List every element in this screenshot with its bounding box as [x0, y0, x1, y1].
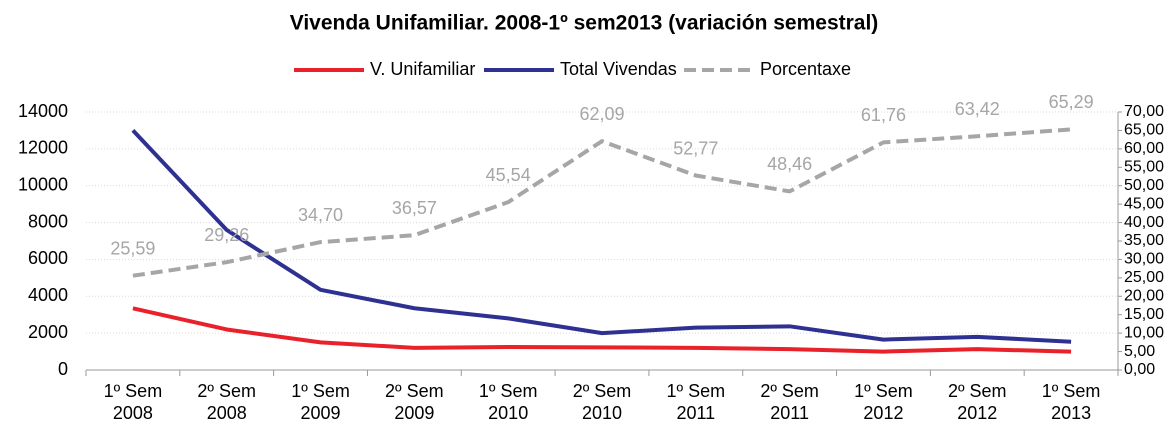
y2-tick-label: 50,00 — [1124, 177, 1164, 194]
x-tick-label: 1º Sem 2011 — [667, 381, 726, 423]
legend-label: Total Vivendas — [560, 59, 677, 79]
x-tick-label: 1º Sem 2009 — [291, 381, 350, 423]
series-line — [132, 127, 1072, 278]
data-label: 48,46 — [767, 154, 812, 174]
data-label: 61,76 — [861, 105, 906, 125]
y2-tick-label: 10,00 — [1124, 324, 1164, 341]
data-label: 45,54 — [486, 165, 531, 185]
series-line — [131, 129, 1072, 344]
y-tick-label: 8000 — [28, 211, 68, 231]
legend-label: V. Unifamiliar — [370, 59, 475, 79]
data-label: 34,70 — [298, 205, 343, 225]
y2-tick-label: 20,00 — [1124, 288, 1164, 305]
x-tick-label: 1º Sem 2008 — [104, 381, 163, 423]
y2-tick-label: 15,00 — [1124, 306, 1164, 323]
x-tick-label: 2º Sem 2008 — [197, 381, 256, 423]
y2-tick-label: 70,00 — [1124, 103, 1164, 120]
y-tick-label: 2000 — [28, 322, 68, 342]
x-tick-label: 2º Sem 2011 — [760, 381, 819, 423]
x-tick-label: 2º Sem 2012 — [948, 381, 1007, 423]
series-line — [132, 306, 1072, 354]
y2-tick-label: 45,00 — [1124, 195, 1164, 212]
chart-title: Vivenda Unifamiliar. 2008-1º sem2013 (va… — [290, 12, 879, 35]
y2-tick-label: 0,00 — [1124, 361, 1155, 378]
x-tick-label: 2º Sem 2010 — [573, 381, 632, 423]
y-tick-label: 10000 — [18, 174, 68, 194]
x-tick-label: 1º Sem 2012 — [854, 381, 913, 423]
y2-tick-label: 5,00 — [1124, 343, 1155, 360]
data-label: 36,57 — [392, 198, 437, 218]
y2-tick-label: 25,00 — [1124, 269, 1164, 286]
data-label: 62,09 — [579, 104, 624, 124]
x-tick-label: 2º Sem 2009 — [385, 381, 444, 423]
y2-tick-label: 40,00 — [1124, 214, 1164, 231]
y-tick-label: 12000 — [18, 138, 68, 158]
y-tick-label: 6000 — [28, 248, 68, 268]
x-tick-label: 1º Sem 2010 — [479, 381, 538, 423]
y-tick-label: 14000 — [18, 101, 68, 121]
y2-tick-label: 35,00 — [1124, 232, 1164, 249]
y-tick-label: 4000 — [28, 285, 68, 305]
y2-tick-label: 30,00 — [1124, 251, 1164, 268]
y-tick-label: 0 — [58, 359, 68, 379]
data-label: 29,26 — [204, 225, 249, 245]
data-label: 63,42 — [955, 99, 1000, 119]
data-label: 25,59 — [110, 238, 155, 258]
data-label: 65,29 — [1049, 92, 1094, 112]
legend-label: Porcentaxe — [760, 59, 851, 79]
y2-tick-label: 60,00 — [1124, 140, 1164, 157]
data-label: 52,77 — [673, 138, 718, 158]
y2-tick-label: 65,00 — [1124, 122, 1164, 139]
x-tick-label: 1º Sem 2013 — [1042, 381, 1101, 423]
y2-tick-label: 55,00 — [1124, 159, 1164, 176]
